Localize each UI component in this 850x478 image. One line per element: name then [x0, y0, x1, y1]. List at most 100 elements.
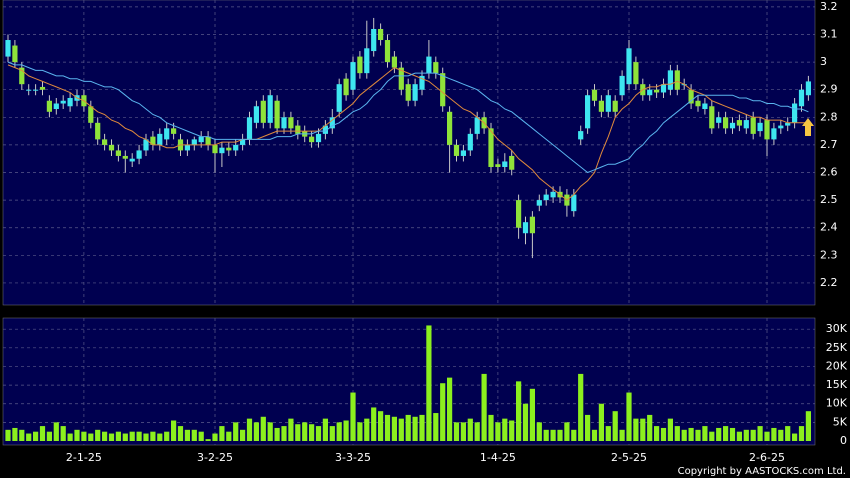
volume-bar	[605, 426, 611, 441]
candle-body	[805, 81, 811, 96]
volume-bar	[640, 418, 646, 441]
candle-body	[709, 106, 715, 129]
volume-bar	[260, 416, 266, 441]
candle-body	[288, 117, 294, 129]
candle-body	[378, 28, 384, 41]
candle-body	[46, 100, 52, 112]
volume-bar	[736, 431, 742, 441]
candle-body	[12, 45, 18, 63]
candle-body	[102, 139, 108, 145]
volume-bar	[129, 431, 135, 441]
candle-body	[447, 111, 453, 145]
candle-body	[660, 84, 667, 93]
volume-bar	[357, 422, 363, 441]
candle-body	[315, 133, 322, 143]
candle-body	[184, 144, 190, 151]
volume-bar	[143, 433, 149, 441]
volume-bar	[295, 424, 301, 441]
candle-body	[757, 122, 763, 132]
candle-body	[53, 103, 59, 110]
volume-bar	[764, 431, 770, 441]
volume-bar	[702, 426, 708, 441]
y-tick-label: 2.6	[820, 166, 838, 179]
candle-body	[219, 147, 225, 154]
volume-bar	[60, 426, 66, 441]
candle-body	[750, 117, 756, 134]
candle-body	[191, 139, 197, 145]
volume-bar	[785, 426, 791, 441]
candle-body	[143, 139, 149, 151]
volume-tick-label: 20K	[826, 359, 848, 372]
volume-bar	[302, 422, 308, 441]
candle-body	[433, 62, 439, 74]
volume-bar	[191, 429, 197, 441]
volume-bar	[378, 411, 384, 441]
volume-bar	[571, 429, 577, 441]
volume-bar	[371, 407, 377, 441]
x-tick-label: 2-1-25	[66, 451, 102, 464]
candle-body	[771, 128, 777, 140]
plot: 2.2 2.3 2.4 2.5 2.6 2.7 2.8 2.9 3 3.1 3.2 0 5K 10K 15K…	[3, 0, 848, 464]
volume-bar	[695, 429, 701, 441]
candle-body	[488, 128, 494, 167]
candle-body	[419, 75, 425, 90]
volume-bar	[453, 422, 460, 441]
volume-tick-label: 5K	[833, 415, 848, 428]
volume-bar	[729, 427, 736, 441]
volume-bar	[660, 427, 667, 441]
candle-body	[792, 103, 798, 123]
candle-body	[550, 191, 556, 198]
volume-bar	[447, 377, 453, 441]
volume-bar	[219, 426, 225, 441]
volume-bar	[274, 427, 280, 441]
volume-bar	[102, 431, 108, 441]
volume-bar	[177, 426, 184, 441]
volume-bar	[805, 411, 811, 441]
candle-body	[647, 89, 653, 96]
candle-body	[171, 128, 177, 134]
volume-bar	[322, 418, 328, 441]
volume-bar	[171, 420, 177, 441]
moving-average-line	[7, 61, 809, 174]
candle-body	[529, 216, 535, 234]
candle-body	[467, 133, 473, 151]
x-tick-label: 1-4-25	[480, 451, 516, 464]
volume-bar	[81, 431, 87, 441]
volume-bar	[53, 422, 59, 441]
candle-body	[591, 89, 598, 101]
candle-body	[60, 100, 66, 104]
y-tick-label: 3	[820, 55, 827, 68]
volume-bar	[350, 392, 356, 441]
candle-body	[509, 155, 515, 170]
candle-body	[674, 70, 680, 90]
candle-body	[108, 144, 115, 151]
candle-body	[502, 161, 508, 167]
candle-body	[516, 200, 522, 228]
volume-bar	[564, 422, 570, 441]
volume-bar	[164, 431, 170, 441]
candle-body	[88, 106, 94, 123]
candle-body	[716, 117, 722, 123]
volume-bar	[543, 429, 549, 441]
volume-bar	[150, 431, 156, 441]
y-tick-label: 2.3	[820, 248, 838, 261]
candle-body	[536, 200, 542, 206]
volume-bar	[488, 414, 494, 441]
candle-body	[723, 117, 729, 129]
y-tick-label: 2.5	[820, 193, 838, 206]
volume-bar	[5, 429, 11, 441]
volume-bar	[440, 383, 446, 441]
candle-body	[585, 95, 591, 129]
volume-bar	[798, 426, 805, 441]
volume-bar	[74, 429, 80, 441]
candle-body	[129, 158, 135, 162]
volume-bar	[654, 426, 660, 441]
candle-body	[412, 84, 418, 101]
moving-average-line	[7, 64, 809, 201]
candle-body	[136, 150, 142, 159]
candle-body	[633, 62, 639, 85]
volume-bar	[412, 416, 418, 441]
candle-body	[39, 86, 46, 90]
